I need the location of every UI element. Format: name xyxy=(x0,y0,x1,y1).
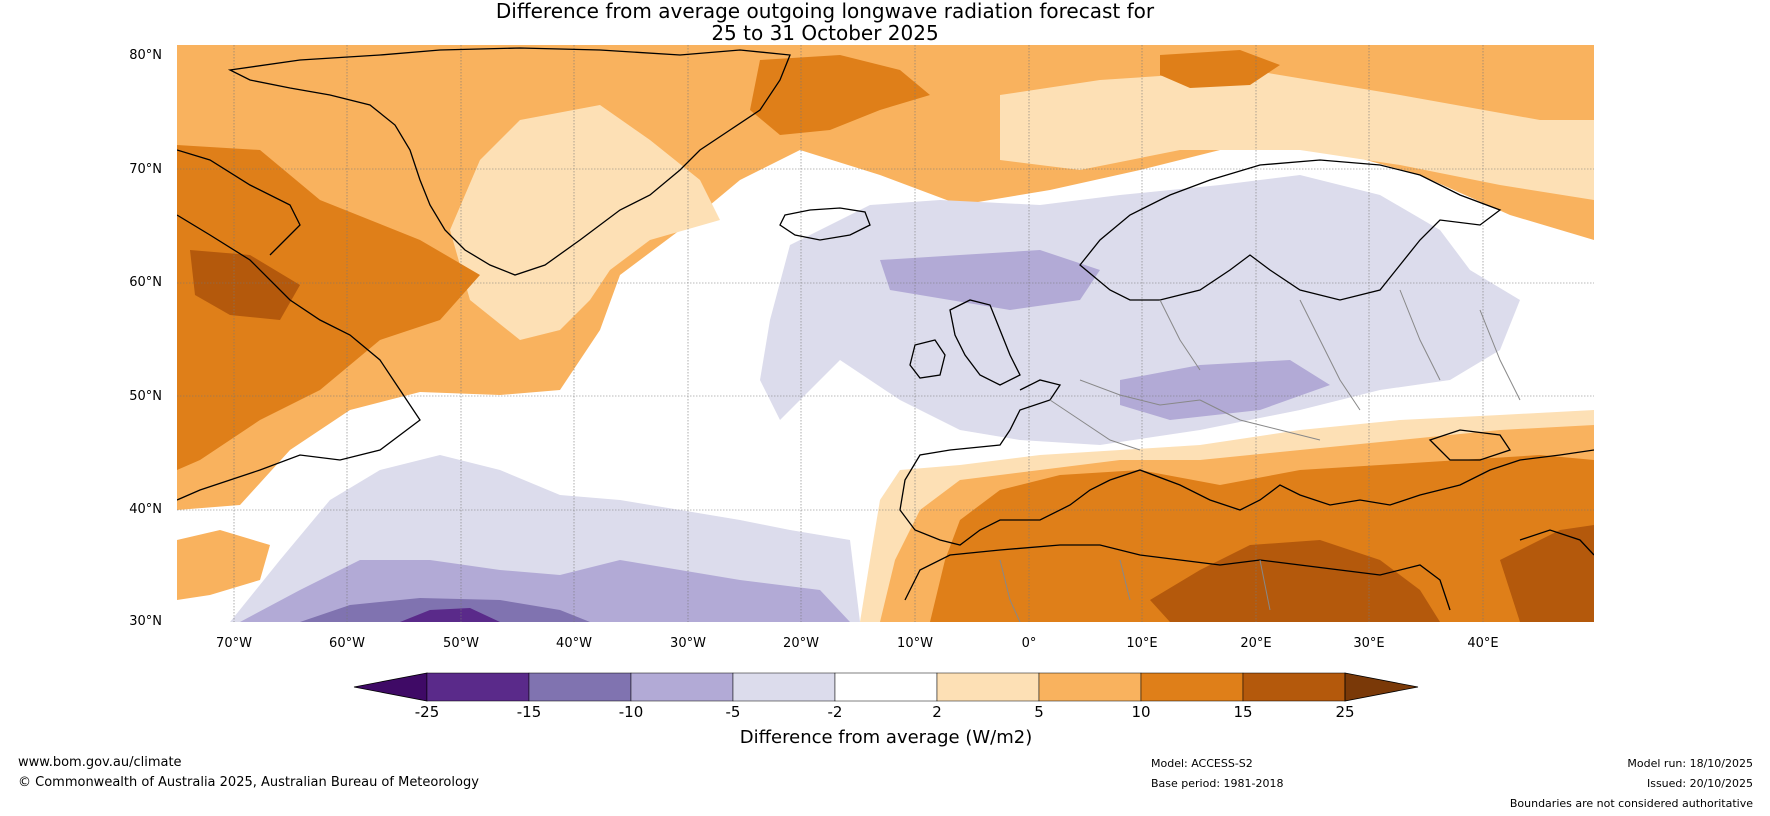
coast-arabia xyxy=(1519,529,1594,556)
colorbar-segment xyxy=(1038,672,1142,702)
anomaly-region-light-peach xyxy=(450,105,720,340)
colorbar-tick-label: 10 xyxy=(1131,703,1151,721)
colorbar-segment xyxy=(1140,672,1244,702)
anomaly-region-positive-arabia-core xyxy=(1500,525,1594,622)
footer-base-period: Base period: 1981-2018 xyxy=(1151,777,1284,790)
colorbar-tick-label: 2 xyxy=(932,703,942,721)
lon-label-20e: 20°E xyxy=(1240,636,1272,651)
colorbar-tick-label: 15 xyxy=(1233,703,1253,721)
lon-label-40e: 40°E xyxy=(1467,636,1499,651)
coast-ireland xyxy=(909,339,946,379)
anomaly-region-negative-europe-core xyxy=(880,250,1100,310)
footer-disclaimer: Boundaries are not considered authoritat… xyxy=(1509,797,1753,810)
colorbar-tick-label: -15 xyxy=(516,703,542,721)
footer-copyright: © Commonwealth of Australia 2025, Austra… xyxy=(18,775,479,790)
anomaly-region-canada xyxy=(177,145,480,470)
lon-label-20w: 20°W xyxy=(783,636,819,651)
coast-mediterranean xyxy=(1109,449,1594,511)
footer-model-run: Model run: 18/10/2025 xyxy=(1627,757,1753,770)
anomaly-region-canada-core xyxy=(190,250,300,320)
colorbar xyxy=(353,672,1419,702)
colorbar-tick-label: -2 xyxy=(827,703,843,721)
colorbar-segment xyxy=(732,672,836,702)
colorbar-tick-label: -25 xyxy=(414,703,440,721)
anomaly-region-positive-west-atlantic xyxy=(177,530,270,600)
anomaly-region-positive-south-core xyxy=(1150,540,1440,622)
coast-iceland xyxy=(779,207,871,241)
colorbar-segment xyxy=(1242,672,1346,702)
colorbar-tick-label: 25 xyxy=(1335,703,1355,721)
colorbar-tick-label: -5 xyxy=(725,703,741,721)
chart-title-line1: Difference from average outgoing longwav… xyxy=(495,0,1155,23)
lon-label-30e: 30°E xyxy=(1353,636,1385,651)
lat-label-50n: 50°N xyxy=(129,389,162,404)
colorbar-segment xyxy=(936,672,1040,702)
lat-label-70n: 70°N xyxy=(129,162,162,177)
anomaly-region-negative-atlantic-deepest xyxy=(400,608,500,622)
colorbar-tick-label: -10 xyxy=(618,703,644,721)
footer-issued: Issued: 20/10/2025 xyxy=(1646,777,1753,790)
colorbar-extend-low xyxy=(353,672,428,702)
lat-label-30n: 30°N xyxy=(129,614,162,629)
chart-title-line2: 25 to 31 October 2025 xyxy=(711,21,939,45)
coast-scandinavia xyxy=(1079,159,1502,301)
coast-black-sea xyxy=(1428,429,1512,461)
lon-label-30w: 30°W xyxy=(670,636,706,651)
lat-label-80n: 80°N xyxy=(129,48,162,63)
lon-label-60w: 60°W xyxy=(329,636,365,651)
coast-north-africa xyxy=(904,544,1451,611)
colorbar-title: Difference from average (W/m2) xyxy=(739,727,1033,748)
map-plot-area xyxy=(177,45,1594,622)
lon-label-50w: 50°W xyxy=(443,636,479,651)
coast-british-isles xyxy=(949,299,1021,386)
anomaly-region-negative-central-europe xyxy=(1120,360,1330,420)
anomaly-region-light-peach-2 xyxy=(1000,70,1594,200)
anomaly-region-negative-europe xyxy=(760,175,1520,445)
anomaly-region-greenland xyxy=(750,55,930,135)
lon-label-0: 0° xyxy=(1021,636,1037,651)
colorbar-segment xyxy=(528,672,632,702)
coastlines xyxy=(177,47,1594,611)
country-borders xyxy=(999,289,1521,622)
anomaly-region-svalbard xyxy=(1160,50,1280,88)
coast-europe-west xyxy=(899,379,1111,546)
lat-label-40n: 40°N xyxy=(129,502,162,517)
lon-label-70w: 70°W xyxy=(216,636,252,651)
lon-label-10e: 10°E xyxy=(1126,636,1158,651)
lon-label-40w: 40°W xyxy=(556,636,592,651)
footer-model: Model: ACCESS-S2 xyxy=(1151,757,1253,770)
footer-url: www.bom.gov.au/climate xyxy=(18,755,182,770)
colorbar-segment xyxy=(426,672,530,702)
anomaly-region-positive-south-strong xyxy=(930,455,1594,622)
coast-canada-east xyxy=(177,214,421,501)
colorbar-tick-label: 5 xyxy=(1034,703,1044,721)
coast-canada-arctic xyxy=(177,149,301,256)
lat-label-60n: 60°N xyxy=(129,275,162,290)
colorbar-segment xyxy=(834,672,938,702)
colorbar-extend-high xyxy=(1344,672,1419,702)
coast-greenland xyxy=(227,47,791,276)
lon-label-10w: 10°W xyxy=(897,636,933,651)
colorbar-segment xyxy=(630,672,734,702)
